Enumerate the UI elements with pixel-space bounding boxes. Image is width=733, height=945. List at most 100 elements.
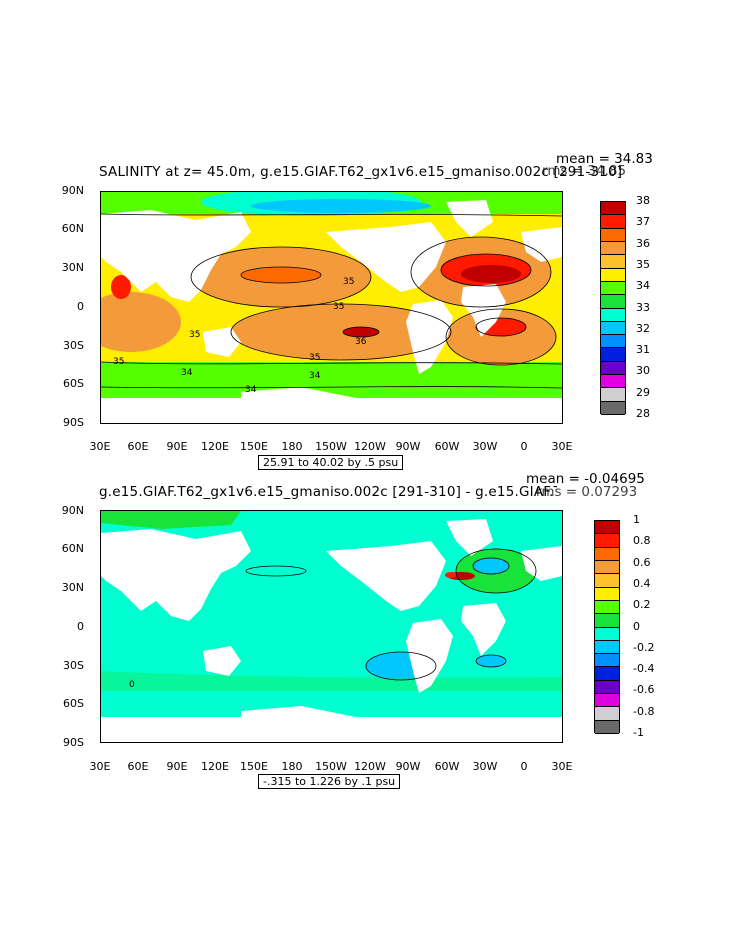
colorbar-label: -0.8 [633, 704, 655, 718]
colorbar-swatch [601, 241, 625, 256]
lat-label: 60N [61, 222, 84, 235]
lon-label: 60W [434, 760, 460, 773]
colorbar-swatch [601, 215, 625, 229]
colorbar-swatch [601, 401, 625, 415]
lon-label: 0 [520, 440, 528, 453]
contour-label: 35 [333, 302, 344, 312]
contour-info-box: -.315 to 1.226 by .1 psu [258, 774, 401, 789]
colorbar-swatch [595, 627, 619, 641]
colorbar-swatch [595, 534, 619, 548]
lat-label: 60N [61, 542, 84, 555]
colorbar-label: 30 [636, 364, 650, 378]
colorbar-swatch [595, 707, 619, 721]
contour-label: 34 [245, 385, 257, 395]
lat-label: 60S [63, 377, 84, 390]
mean-label: mean = -0.04695 [526, 471, 645, 487]
lat-label: 60S [63, 697, 84, 710]
lat-label: 30S [63, 339, 84, 352]
colorbar-swatch [601, 388, 625, 402]
lon-label: 60W [434, 440, 460, 453]
lat-label: 30S [63, 659, 84, 672]
lon-label: 150E [240, 760, 268, 773]
salinity-map: 35 35 35 36 35 34 34 34 35 [100, 191, 563, 424]
lon-label: 30E [89, 440, 111, 453]
colorbar-swatch [595, 614, 619, 628]
panel-title: g.e15.GIAF.T62_gx1v6.e15_gmaniso.002c [2… [99, 484, 557, 500]
lon-label: 30W [472, 760, 498, 773]
lon-label: 0 [520, 760, 528, 773]
colorbar-swatch [595, 547, 619, 561]
colorbar-swatch [595, 667, 619, 681]
colorbar-label: -0.2 [633, 640, 655, 654]
colorbar-swatch [601, 348, 625, 362]
salinity-panel: SALINITY at z= 45.0m, g.e15.GIAF.T62_gx1… [0, 0, 733, 470]
lon-label: 30E [551, 440, 573, 453]
mean-label: mean = 34.83 [556, 151, 653, 167]
lon-label: 150W [315, 760, 347, 773]
rms-label: rms = 34.85 [542, 163, 627, 179]
colorbar-swatch [601, 255, 625, 269]
colorbar-swatch [601, 228, 625, 242]
colorbar-label: -0.6 [633, 683, 655, 697]
colorbar-swatch [601, 281, 625, 296]
lon-label: 60E [127, 440, 149, 453]
colorbar-label: 0 [633, 619, 640, 633]
colorbar-label: 0.4 [633, 576, 651, 590]
colorbar-swatch [595, 587, 619, 601]
colorbar-swatch [595, 720, 619, 734]
colorbar-swatch [595, 560, 619, 575]
colorbar-swatch [601, 375, 625, 389]
colorbar-label: -0.4 [633, 662, 655, 676]
lon-label: 90W [395, 760, 421, 773]
lat-label: 90S [63, 736, 84, 749]
colorbar-label: 32 [636, 321, 650, 335]
lon-label: 30W [472, 440, 498, 453]
colorbar-label: 33 [636, 300, 650, 314]
lon-label: 30E [89, 760, 111, 773]
lon-label: 30E [551, 760, 573, 773]
lon-label: 150W [315, 440, 347, 453]
lat-label: 90N [61, 184, 84, 197]
colorbar-label: 0.2 [633, 598, 651, 612]
lat-label: 0 [77, 620, 84, 633]
lon-label: 150E [240, 440, 268, 453]
colorbar-swatch [595, 574, 619, 588]
lon-label: 180 [281, 440, 303, 453]
contour-label: 34 [309, 371, 321, 381]
difference-map: 0 [100, 510, 563, 743]
colorbar-label: 1 [633, 513, 640, 526]
contour-label: 35 [343, 277, 354, 287]
lon-label: 90W [395, 440, 421, 453]
lon-label: 120W [354, 760, 386, 773]
colorbar-swatch [601, 295, 625, 309]
colorbar-label: 0.8 [633, 534, 651, 548]
contour-label: 35 [113, 357, 124, 367]
contour-label: 36 [355, 337, 367, 347]
colorbar-label: 28 [636, 407, 650, 420]
lon-label: 120W [354, 440, 386, 453]
lat-label: 30N [61, 261, 84, 274]
colorbar-label: 35 [636, 257, 650, 271]
colorbar [600, 201, 626, 415]
lat-label: 90S [63, 416, 84, 429]
colorbar-label: 38 [636, 194, 650, 207]
colorbar-label: 34 [636, 279, 650, 293]
contour-label: 35 [309, 353, 320, 363]
colorbar-label: 37 [636, 215, 650, 229]
colorbar-swatch [595, 600, 619, 615]
lon-label: 90E [166, 440, 188, 453]
colorbar-swatch [601, 335, 625, 349]
contour-info-box: 25.91 to 40.02 by .5 psu [258, 455, 404, 470]
contour-label: 0 [129, 680, 135, 690]
colorbar-swatch [601, 202, 625, 216]
colorbar-label: 31 [636, 343, 650, 357]
contour-label: 35 [189, 330, 200, 340]
lon-label: 180 [281, 760, 303, 773]
lon-label: 120E [201, 760, 229, 773]
panel-title: SALINITY at z= 45.0m, g.e15.GIAF.T62_gx1… [99, 164, 623, 180]
colorbar-label: -1 [633, 726, 644, 739]
colorbar-swatch [601, 361, 625, 376]
colorbar-label: 29 [636, 385, 650, 399]
colorbar-swatch [601, 321, 625, 336]
lat-label: 0 [77, 300, 84, 313]
